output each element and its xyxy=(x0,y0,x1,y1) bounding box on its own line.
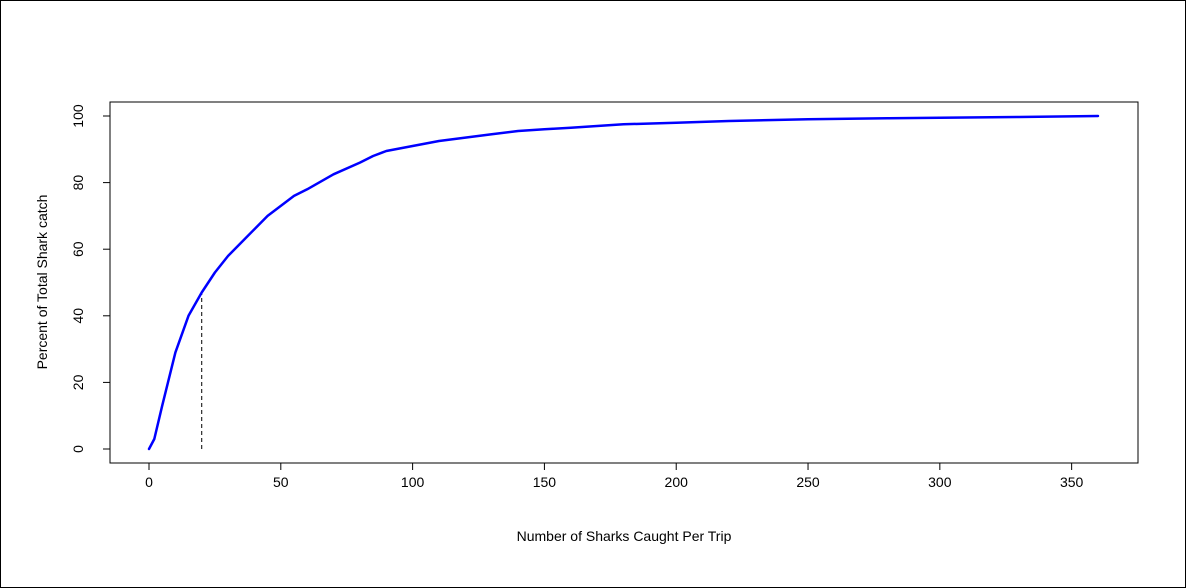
x-tick-label: 150 xyxy=(533,474,557,490)
y-tick-label: 0 xyxy=(70,445,86,453)
y-tick-label: 60 xyxy=(70,241,86,257)
x-tick-label: 200 xyxy=(665,474,689,490)
x-tick-label: 0 xyxy=(145,474,153,490)
x-axis-title: Number of Sharks Caught Per Trip xyxy=(517,528,732,544)
x-tick-label: 100 xyxy=(401,474,425,490)
x-tick-label: 350 xyxy=(1060,474,1084,490)
y-axis: 0 20 40 60 80 100 xyxy=(70,104,111,453)
plot-box xyxy=(109,101,1139,464)
y-tick-label: 100 xyxy=(70,104,86,128)
cumulative-catch-line xyxy=(147,114,1100,451)
y-tick-label: 80 xyxy=(70,175,86,191)
y-tick-label: 20 xyxy=(70,374,86,390)
series-group xyxy=(147,114,1100,451)
x-tick-label: 250 xyxy=(796,474,820,490)
y-tick-label: 40 xyxy=(70,308,86,324)
x-tick-label: 50 xyxy=(273,474,289,490)
y-axis-title: Percent of Total Shark catch xyxy=(34,195,50,370)
x-axis: 0 50 100 150 200 250 300 350 xyxy=(145,462,1084,490)
x-tick-label: 300 xyxy=(928,474,952,490)
